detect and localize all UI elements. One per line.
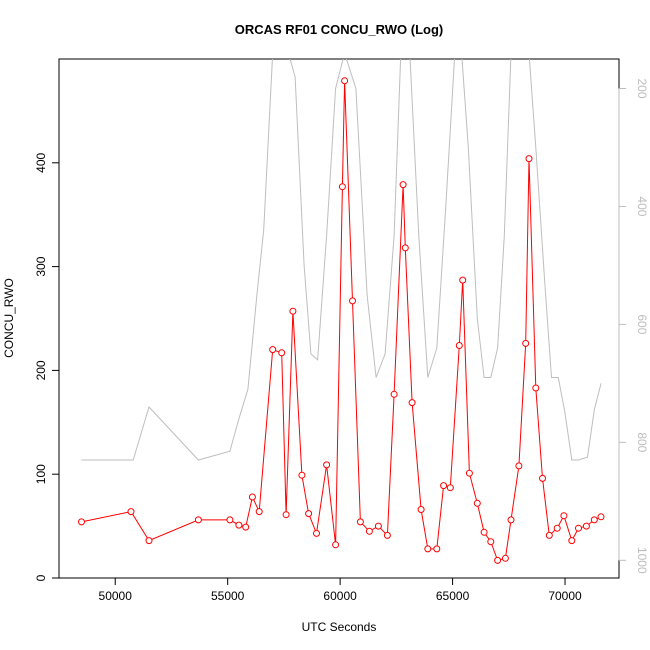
y-axis-label: CONCU_RWO — [2, 278, 16, 358]
x-axis-label: UTC Seconds — [302, 620, 377, 634]
data-point — [332, 541, 340, 549]
data-point — [242, 523, 250, 531]
data-point — [78, 518, 85, 526]
x-tick-label: 60000 — [323, 589, 357, 603]
data-point — [545, 531, 553, 539]
data-point — [341, 77, 349, 85]
secondary-y-tick-label: 600 — [635, 314, 649, 334]
data-point — [515, 462, 523, 470]
data-point — [401, 244, 409, 252]
secondary-y-tick-label: 200 — [635, 78, 649, 98]
data-point — [582, 522, 590, 530]
data-point — [248, 493, 256, 501]
data-point — [145, 537, 153, 545]
data-point — [289, 307, 297, 315]
x-tick-label: 50000 — [99, 589, 133, 603]
data-point — [298, 471, 306, 479]
data-point — [480, 528, 488, 536]
data-point — [473, 499, 481, 507]
data-point — [399, 181, 407, 189]
y-axis: 0 100 200 300 400 — [34, 152, 60, 581]
secondary-y-axis: 200 400 600 800 1000 — [618, 78, 649, 574]
secondary-series-line — [81, 59, 602, 461]
data-point — [255, 508, 263, 516]
data-point — [365, 527, 373, 535]
data-point — [374, 522, 382, 530]
data-point — [553, 524, 561, 532]
data-point — [539, 474, 546, 482]
y-tick-label: 0 — [34, 574, 48, 581]
x-tick-label: 65000 — [436, 589, 470, 603]
data-point — [501, 554, 509, 562]
data-point — [235, 521, 243, 529]
data-point — [338, 183, 346, 191]
data-point — [390, 390, 398, 398]
data-point — [532, 384, 540, 392]
secondary-y-tick-label: 800 — [635, 432, 649, 452]
data-point — [433, 545, 441, 553]
primary-series-layer — [78, 77, 605, 564]
x-axis: 50000 55000 60000 65000 70000 — [99, 577, 582, 603]
y-tick-label: 100 — [34, 464, 48, 484]
data-point — [383, 531, 391, 539]
data-point — [494, 556, 502, 564]
data-point — [323, 461, 331, 469]
data-point — [349, 297, 356, 305]
data-point — [465, 469, 473, 477]
secondary-series-layer — [81, 59, 602, 461]
data-point — [487, 538, 495, 546]
data-point — [356, 518, 364, 526]
x-tick-label: 70000 — [548, 589, 582, 603]
data-point — [440, 482, 448, 490]
data-point — [269, 346, 277, 354]
data-point — [590, 516, 598, 524]
data-point — [282, 511, 290, 519]
series-line — [81, 80, 602, 562]
data-point — [446, 484, 454, 492]
data-point — [575, 524, 582, 532]
data-point — [568, 537, 576, 545]
data-point — [525, 155, 533, 163]
data-point — [507, 516, 515, 524]
secondary-y-tick-label: 1000 — [635, 547, 649, 574]
data-point — [127, 508, 135, 516]
data-point — [455, 342, 463, 349]
data-point — [194, 516, 202, 524]
chart-title: ORCAS RF01 CONCU_RWO (Log) — [235, 22, 443, 37]
data-point — [417, 506, 425, 513]
data-point — [522, 339, 530, 347]
data-point — [313, 529, 320, 537]
y-tick-label: 200 — [34, 360, 48, 380]
data-point — [305, 510, 313, 518]
y-tick-label: 400 — [34, 152, 48, 172]
y-tick-label: 300 — [34, 256, 48, 276]
data-point — [597, 513, 605, 521]
data-point — [226, 516, 234, 524]
secondary-y-tick-label: 400 — [635, 196, 649, 216]
data-point — [459, 276, 467, 284]
x-tick-label: 55000 — [211, 589, 245, 603]
data-point — [278, 349, 286, 357]
data-point — [424, 545, 432, 553]
data-point — [560, 512, 568, 520]
data-point — [408, 399, 416, 407]
